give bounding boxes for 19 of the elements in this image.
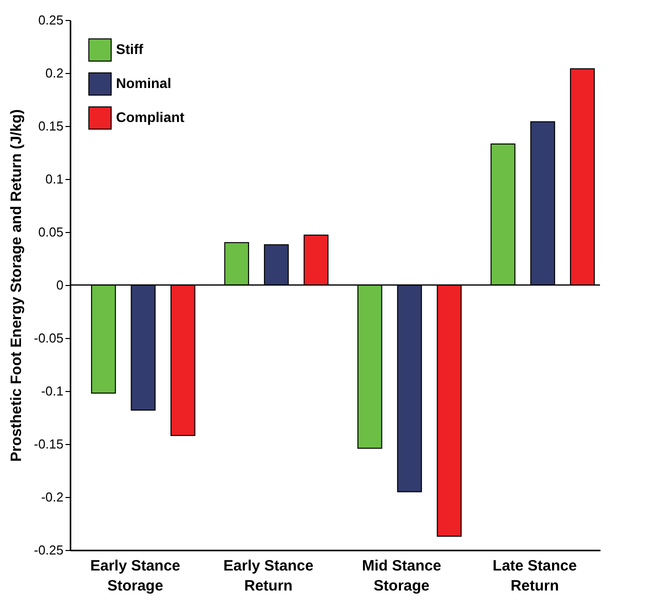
- y-tick-label: -0.1: [41, 384, 64, 398]
- x-tick-label: Early Stance Storage: [90, 558, 180, 594]
- y-tick-label: -0.25: [34, 542, 64, 558]
- y-tick-label: 0.05: [38, 224, 64, 240]
- x-tick-label: Early Stance Return: [223, 558, 314, 594]
- y-tick-label: 0.25: [38, 12, 64, 28]
- x-tick-label: Mid Stance Storage: [362, 558, 442, 594]
- y-tick-label: -0.15: [34, 436, 64, 452]
- legend-label: Nominal: [116, 75, 172, 91]
- y-tick-label: -0.2: [41, 490, 64, 504]
- y-tick-label: -0.05: [34, 330, 64, 346]
- y-tick-label: 0.15: [38, 118, 64, 134]
- legend-label: Compliant: [116, 109, 185, 125]
- y-tick-label: 0.1: [45, 172, 64, 186]
- legend-label: Stiff: [116, 41, 144, 57]
- y-tick-label: 0.2: [45, 66, 64, 80]
- x-tick-label: Late Stance Return: [492, 558, 577, 594]
- y-axis-title: Prosthetic Foot Energy Storage and Return (J/kg): [8, 109, 25, 462]
- y-tick-label: 0: [56, 278, 64, 292]
